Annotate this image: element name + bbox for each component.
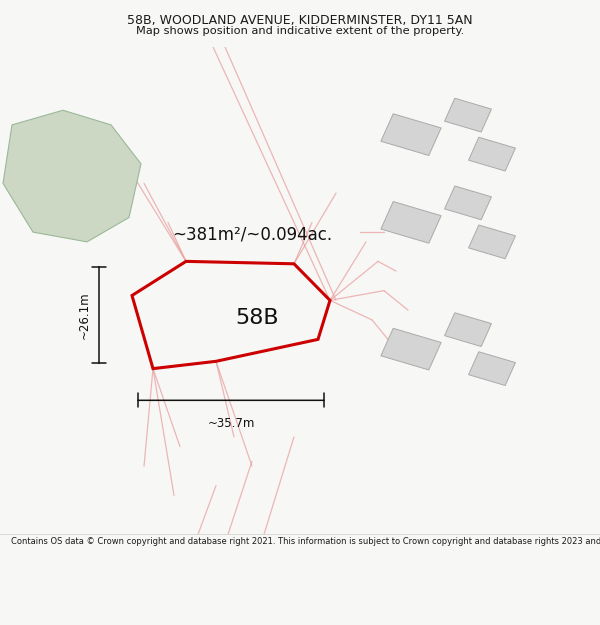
Text: ~35.7m: ~35.7m: [208, 418, 254, 431]
Text: 58B: 58B: [235, 308, 278, 328]
Polygon shape: [469, 138, 515, 171]
Text: ~26.1m: ~26.1m: [77, 291, 91, 339]
Text: Map shows position and indicative extent of the property.: Map shows position and indicative extent…: [136, 26, 464, 36]
Polygon shape: [381, 114, 441, 156]
Polygon shape: [445, 98, 491, 132]
Polygon shape: [381, 201, 441, 243]
Polygon shape: [3, 110, 141, 242]
Text: ~381m²/~0.094ac.: ~381m²/~0.094ac.: [172, 226, 332, 244]
Text: Contains OS data © Crown copyright and database right 2021. This information is : Contains OS data © Crown copyright and d…: [11, 538, 600, 546]
Polygon shape: [445, 186, 491, 220]
Polygon shape: [469, 352, 515, 386]
Text: 58B, WOODLAND AVENUE, KIDDERMINSTER, DY11 5AN: 58B, WOODLAND AVENUE, KIDDERMINSTER, DY1…: [127, 14, 473, 27]
Polygon shape: [381, 328, 441, 370]
Polygon shape: [445, 312, 491, 346]
Polygon shape: [469, 225, 515, 259]
